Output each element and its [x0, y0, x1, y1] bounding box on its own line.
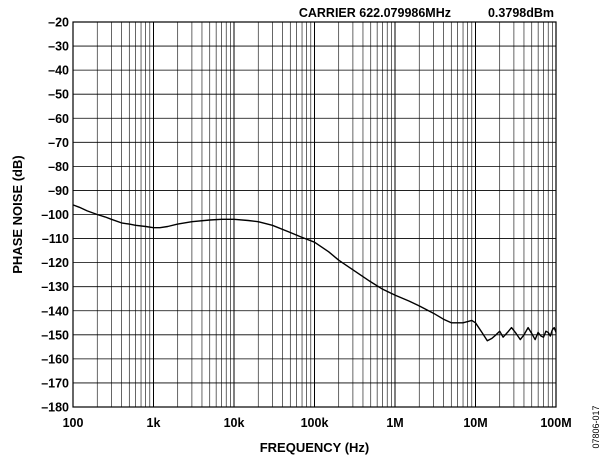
y-tick-label: –180 [41, 401, 69, 415]
x-tick-label: 100k [301, 416, 329, 430]
y-tick-label: –80 [48, 160, 69, 174]
x-tick-label: 10k [224, 416, 245, 430]
y-tick-label: –150 [41, 328, 69, 342]
y-tick-label: –30 [48, 40, 69, 54]
y-tick-label: –100 [41, 208, 69, 222]
y-tick-label: –140 [41, 304, 69, 318]
y-tick-label: –160 [41, 352, 69, 366]
y-tick-label: –40 [48, 64, 69, 78]
y-tick-label: –120 [41, 256, 69, 270]
figure-id-label: 07806-017 [591, 405, 601, 448]
x-tick-label: 100 [63, 416, 84, 430]
x-tick-label: 100M [540, 416, 571, 430]
x-tick-label: 1k [147, 416, 161, 430]
y-tick-label: –60 [48, 112, 69, 126]
plot-frame [72, 21, 557, 408]
series-layer [72, 204, 557, 342]
grid-layer [72, 21, 556, 408]
x-axis-title: FREQUENCY (Hz) [260, 440, 370, 455]
tick-label-layer: –20 –30 –40 –50 –60 –70 –80 –90 –100 –110 –120 –130… [41, 16, 571, 431]
y-tick-label: –130 [41, 280, 69, 294]
y-tick-label: –70 [48, 136, 69, 150]
y-tick-label: –90 [48, 184, 69, 198]
phase-noise-series-line [72, 204, 557, 342]
carrier-power-annotation: 0.3798dBm [488, 6, 554, 20]
carrier-frequency-annotation: CARRIER 622.079986MHz [299, 6, 451, 20]
y-tick-label: –50 [48, 88, 69, 102]
y-axis-title: PHASE NOISE (dB) [10, 155, 25, 273]
y-tick-label: –170 [41, 376, 69, 390]
y-tick-label: –110 [42, 232, 69, 246]
y-tick-label: –20 [48, 16, 69, 30]
x-tick-label: 1M [386, 416, 403, 430]
x-tick-label: 10M [463, 416, 487, 430]
